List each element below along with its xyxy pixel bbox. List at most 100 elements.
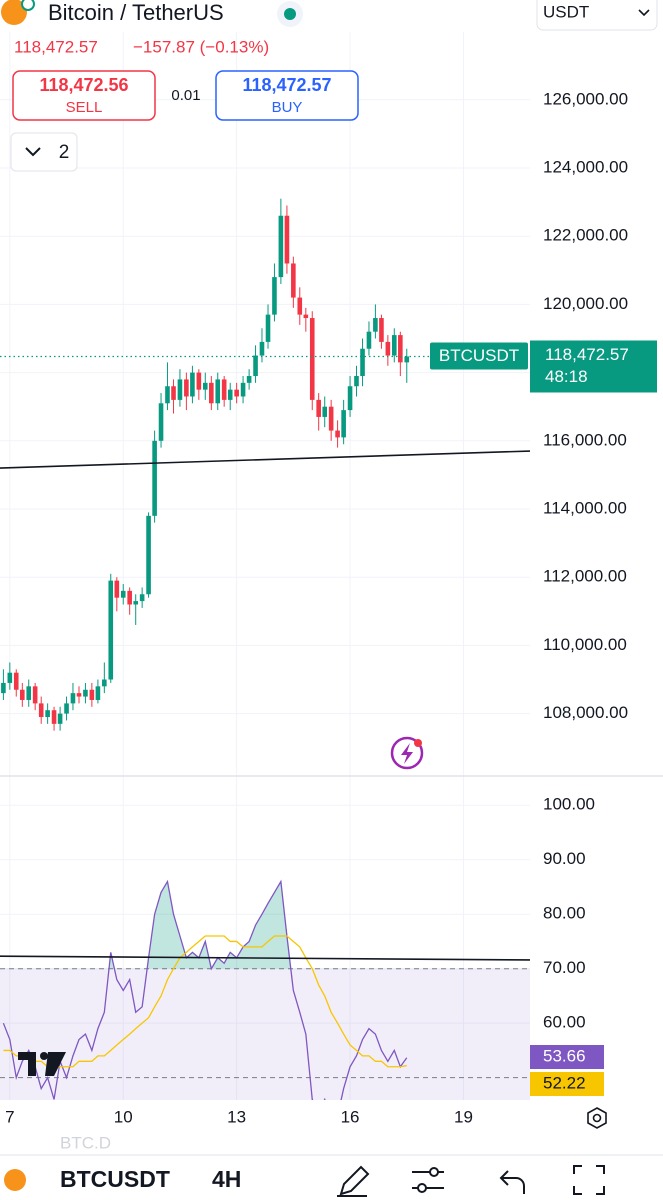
candle-body — [404, 356, 410, 363]
candle-body — [1, 682, 6, 694]
candle-body — [38, 703, 44, 718]
indicators-icon[interactable] — [412, 1167, 444, 1193]
toolbar-symbol[interactable]: BTCUSDT — [60, 1166, 170, 1192]
alert-icon[interactable] — [390, 736, 424, 770]
last-price: 118,472.57 — [14, 37, 98, 56]
candle-body — [127, 590, 132, 605]
coin-icon — [1, 0, 27, 25]
toolbar-interval[interactable]: 4H — [212, 1166, 241, 1192]
chevron — [638, 9, 650, 17]
y-tick-label: 70.00 — [543, 958, 586, 977]
candle-body — [265, 314, 271, 342]
value-tag: 52.22 — [543, 1073, 586, 1092]
candle-body — [177, 379, 183, 400]
candle-body — [196, 372, 202, 390]
y-tick-label: 100.00 — [543, 795, 595, 814]
candle-body — [215, 379, 221, 404]
candle-body — [341, 410, 346, 438]
symbol-tag: BTCUSDT — [439, 346, 519, 365]
candle-body — [278, 215, 284, 278]
watermark: BTC.D — [60, 1133, 111, 1152]
candle-body — [316, 399, 321, 417]
candle-body — [221, 379, 227, 400]
toolbar-coin — [4, 1169, 26, 1191]
candle-body — [152, 440, 157, 516]
y-tick-label: 60.00 — [543, 1013, 586, 1032]
indicators-toggle[interactable] — [10, 132, 78, 172]
alert-dot — [414, 739, 422, 747]
candle-body — [171, 386, 176, 400]
y-tick-label: 110,000.00 — [543, 635, 627, 654]
y-tick-label: 114,000.00 — [543, 498, 627, 517]
logo-dot — [40, 1052, 48, 1060]
candle-body — [322, 406, 328, 417]
x-tick-label: 13 — [227, 1107, 246, 1126]
currency-select[interactable] — [536, 0, 658, 31]
candle-body — [158, 403, 164, 441]
draw-icon[interactable] — [337, 1165, 370, 1197]
candle-body — [146, 515, 151, 595]
indicator-count: 2 — [59, 142, 70, 163]
settings-core — [592, 1113, 602, 1123]
y-tick-label: 112,000.00 — [543, 567, 627, 586]
candle-body — [102, 679, 107, 687]
buy-button[interactable] — [215, 70, 359, 121]
candle-body — [120, 590, 126, 598]
value-tag: 53.66 — [543, 1046, 586, 1065]
toolbar: BTCUSDT 4H — [0, 1154, 663, 1197]
y-tick-label: 124,000.00 — [543, 157, 628, 176]
candle-body — [209, 382, 214, 404]
candle-body — [328, 406, 334, 431]
sell-label: SELL — [66, 99, 103, 116]
candle-body — [246, 376, 252, 383]
logo-v — [45, 1052, 66, 1076]
candle-body — [272, 277, 277, 315]
candle-body — [26, 686, 32, 700]
candle-body — [32, 686, 38, 704]
settings-icon[interactable] — [587, 1107, 607, 1129]
candle-body — [253, 355, 258, 377]
y-tick-label: 120,000.00 — [543, 294, 628, 313]
indicator-line — [2, 879, 408, 1100]
header: Bitcoin / TetherUS USDT 118,472.57 −157.… — [1, 0, 658, 172]
symbol-tag-bg — [430, 342, 528, 370]
logo-t — [18, 1052, 36, 1076]
candle-body — [20, 689, 25, 700]
candle-body — [13, 672, 19, 690]
candle-body — [190, 372, 195, 397]
spread: 0.01 — [171, 87, 200, 104]
sell-button[interactable] — [12, 70, 156, 121]
buy-price: 118,472.57 — [242, 75, 331, 95]
candle-body — [303, 314, 309, 319]
undo-icon[interactable] — [499, 1170, 525, 1194]
chevron-down — [25, 147, 41, 157]
candle-body — [227, 389, 233, 400]
candle-body — [385, 341, 391, 356]
candle-body — [51, 710, 57, 724]
candle-body — [234, 389, 239, 397]
value-tag-bg — [530, 1072, 604, 1096]
candle-body — [373, 318, 378, 332]
symbol-title[interactable]: Bitcoin / TetherUS — [48, 0, 224, 25]
indicator-line — [3, 935, 407, 1068]
trend-line — [0, 450, 530, 469]
currency: USDT — [543, 2, 589, 21]
candle-body — [391, 335, 397, 356]
buy-label: BUY — [272, 99, 303, 116]
value-tag-bg — [530, 1045, 604, 1069]
candle-body — [297, 297, 303, 315]
trend-line — [0, 955, 530, 961]
candle-body — [366, 331, 372, 349]
candle-body — [335, 430, 340, 438]
fullscreen-icon[interactable] — [573, 1165, 605, 1195]
candle-body — [95, 686, 101, 700]
candle-body — [379, 318, 384, 342]
y-tick-label: 80.00 — [543, 904, 586, 923]
y-tick-label: 90.00 — [543, 849, 586, 868]
market-status — [284, 8, 296, 20]
candle-body — [309, 318, 315, 400]
candle-body — [57, 713, 63, 724]
candle-body — [398, 335, 403, 363]
candle-body — [240, 382, 246, 397]
